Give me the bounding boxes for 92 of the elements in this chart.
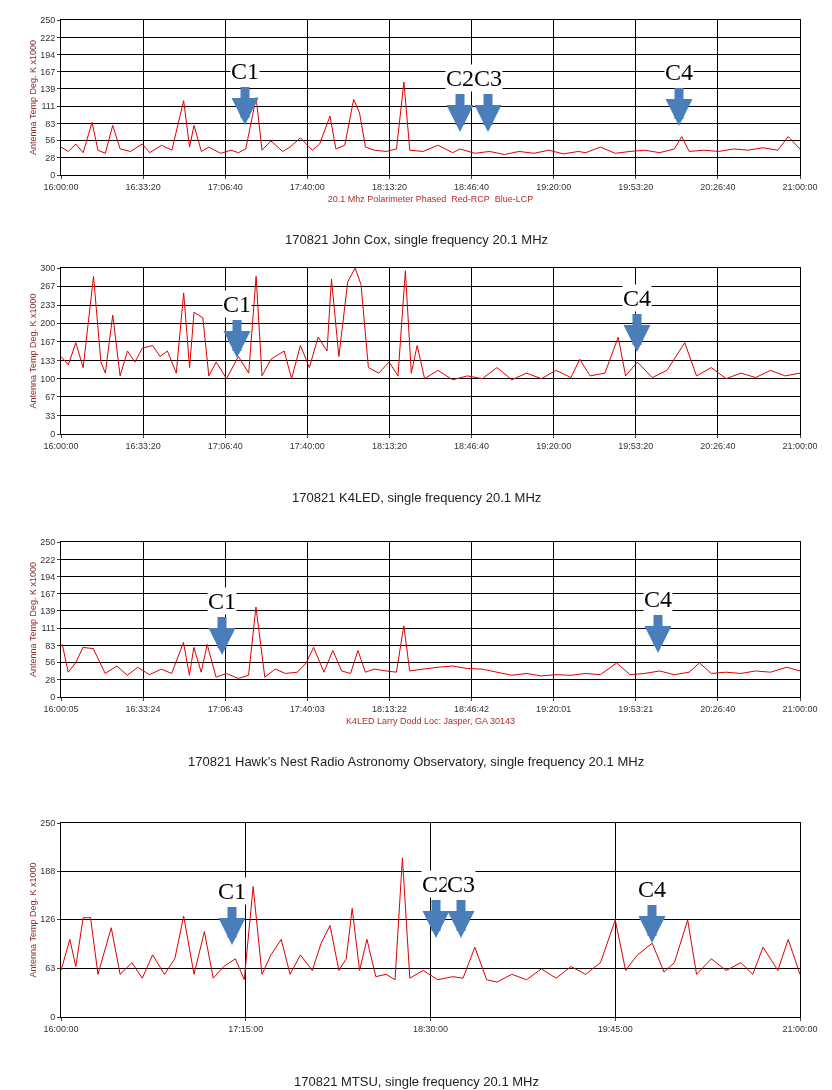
line-series [61, 268, 800, 381]
y-tick-label: 100 [40, 373, 56, 384]
x-tick-label: 17:06:40 [207, 440, 243, 451]
y-tick-label: 233 [40, 300, 56, 311]
annotation: C2 [446, 65, 475, 91]
x-tick-label: 18:46:42 [454, 703, 490, 714]
annotation: C1 [223, 291, 252, 317]
y-tick-label: 111 [41, 101, 56, 112]
y-tick-label: 188 [40, 866, 56, 877]
x-tick-label: 16:00:00 [43, 1023, 79, 1034]
y-tick-label: 0 [50, 692, 56, 703]
y-tick-label: 250 [40, 15, 56, 26]
y-tick-label: 56 [45, 135, 56, 146]
text: 170821 Hawk’s Nest Radio Astronomy Observatory, single frequency 20.1 MHz [188, 754, 645, 769]
y-tick-label: 0 [50, 429, 56, 440]
y-tick-label: 63 [45, 963, 56, 974]
x-tick-label: 17:06:40 [207, 181, 243, 192]
x-tick-label: 18:13:20 [371, 181, 407, 192]
x-tick-label: 16:00:05 [43, 703, 79, 714]
x-tick-label: 16:33:20 [125, 181, 161, 192]
y-tick-label: 56 [45, 657, 56, 668]
y-axis-title: Antenna Temp Deg. K x1000 [27, 562, 38, 677]
x-tick-label: 19:45:00 [597, 1023, 633, 1034]
y-tick-label: 250 [40, 818, 56, 829]
y-tick-label: 0 [50, 170, 56, 181]
x-tick-label: 17:06:43 [207, 703, 243, 714]
y-tick-label: 250 [40, 537, 56, 548]
y-tick-label: 167 [40, 336, 56, 347]
x-tick-label: 18:13:20 [371, 440, 407, 451]
x-tick-label: 19:20:01 [536, 703, 572, 714]
y-tick-label: 133 [40, 355, 56, 366]
x-tick-label: 20:26:40 [700, 703, 736, 714]
x-tick-label: 17:40:00 [289, 440, 325, 451]
y-tick-label: 126 [40, 914, 56, 925]
y-tick-label: 83 [45, 640, 56, 651]
annotation: C4 [638, 876, 667, 902]
x-tick-label: 16:33:20 [125, 440, 161, 451]
x-tick-label: 18:13:22 [371, 703, 407, 714]
annotation: C4 [644, 586, 673, 612]
x-tick-label: 19:20:00 [536, 181, 572, 192]
x-tick-label: 18:30:00 [412, 1023, 449, 1034]
x-tick-label: 16:00:00 [43, 181, 79, 192]
x-tick-label: 16:00:00 [43, 440, 79, 451]
annotation: C4 [623, 285, 652, 311]
y-axis-title: Antenna Temp Deg. K x1000 [27, 862, 38, 978]
x-tick-label: 21:00:00 [782, 440, 818, 451]
y-tick-label: 139 [40, 83, 56, 94]
x-tick-label: 21:00:00 [782, 1023, 818, 1034]
x-tick-label: 21:00:00 [782, 181, 818, 192]
x-tick-label: 17:15:00 [228, 1023, 264, 1034]
x-axis-title: 20.1 Mhz Polarimeter Phased Red-RCP Blue-LCP [327, 193, 534, 204]
x-tick-label: 17:40:00 [289, 181, 325, 192]
y-tick-label: 167 [40, 66, 56, 77]
y-axis-title: Antenna Temp Deg. K x1000 [27, 40, 38, 155]
y-tick-label: 300 [40, 263, 56, 274]
y-tick-label: 83 [45, 118, 56, 129]
annotation: C1 [231, 58, 260, 84]
y-tick-label: 200 [40, 318, 56, 329]
x-tick-label: 20:26:40 [700, 440, 736, 451]
y-tick-label: 28 [45, 152, 56, 163]
y-tick-label: 111 [41, 623, 56, 634]
x-tick-label: 19:20:00 [536, 440, 572, 451]
x-tick-label: 19:53:21 [618, 703, 654, 714]
x-tick-label: 17:40:03 [289, 703, 325, 714]
annotation: C4 [665, 59, 694, 85]
annotation: C1 [208, 588, 237, 614]
y-tick-label: 139 [40, 605, 56, 616]
y-tick-label: 267 [40, 281, 56, 292]
x-tick-label: 18:46:40 [454, 440, 490, 451]
x-tick-label: 19:53:20 [618, 440, 654, 451]
y-tick-label: 194 [40, 571, 56, 582]
y-tick-label: 194 [40, 49, 56, 60]
y-tick-label: 222 [40, 554, 56, 565]
x-tick-label: 18:46:40 [454, 181, 490, 192]
x-tick-label: 21:00:00 [782, 703, 818, 714]
y-axis-title: Antenna Temp Deg. K x1000 [27, 293, 38, 409]
x-axis-title: K4LED Larry Dodd Loc: Jasper, GA 30143 [345, 715, 516, 726]
annotation: C1 [218, 878, 247, 904]
y-tick-label: 28 [45, 674, 56, 685]
x-tick-label: 16:33:24 [125, 703, 161, 714]
x-tick-label: 19:53:20 [618, 181, 654, 192]
y-tick-label: 222 [40, 32, 56, 43]
y-tick-label: 67 [45, 392, 56, 403]
text: 170821 John Cox, single frequency 20.1 MHz [285, 232, 549, 247]
text: 170821 MTSU, single frequency 20.1 MHz [294, 1074, 539, 1089]
annotation: C3 [474, 65, 503, 91]
line-series [61, 857, 800, 983]
y-tick-label: 167 [40, 588, 56, 599]
x-tick-label: 20:26:40 [700, 181, 736, 192]
text: 170821 K4LED, single frequency 20.1 MHz [292, 490, 542, 505]
y-tick-label: 0 [50, 1012, 56, 1023]
y-tick-label: 33 [45, 410, 56, 421]
